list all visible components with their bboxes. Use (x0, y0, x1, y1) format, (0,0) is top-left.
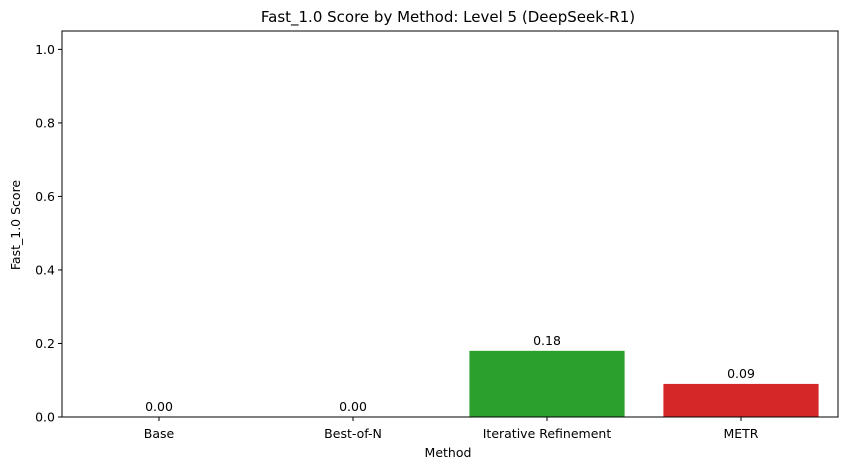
x-tick-label: Best-of-N (324, 426, 382, 441)
data-label: 0.00 (339, 399, 367, 414)
y-axis-label: Fast_1.0 Score (8, 180, 23, 271)
bar-metr (663, 383, 819, 417)
plot-frame (61, 30, 839, 418)
y-axis: 0.0 0.2 0.4 0.6 0.8 1.0 (35, 42, 62, 425)
bar-iterative-refinement (469, 350, 625, 417)
x-tick-label: Base (144, 426, 175, 441)
chart-title: Fast_1.0 Score by Method: Level 5 (DeepS… (261, 8, 635, 27)
y-tick-label: 0.2 (35, 336, 55, 351)
y-tick-label: 0.4 (35, 262, 55, 277)
x-axis: Base Best-of-N Iterative Refinement METR (144, 417, 759, 441)
y-tick-label: 0.6 (35, 189, 55, 204)
bars-group (469, 350, 819, 417)
data-label: 0.00 (145, 399, 173, 414)
data-label: 0.18 (533, 333, 561, 348)
x-axis-label: Method (425, 445, 472, 460)
data-labels-group: 0.00 0.00 0.18 0.09 (145, 333, 755, 414)
x-tick-label: METR (723, 426, 758, 441)
x-tick-label: Iterative Refinement (483, 426, 612, 441)
y-tick-label: 0.8 (35, 115, 55, 130)
y-tick-label: 1.0 (35, 42, 55, 57)
y-tick-label: 0.0 (35, 410, 55, 425)
data-label: 0.09 (727, 366, 755, 381)
